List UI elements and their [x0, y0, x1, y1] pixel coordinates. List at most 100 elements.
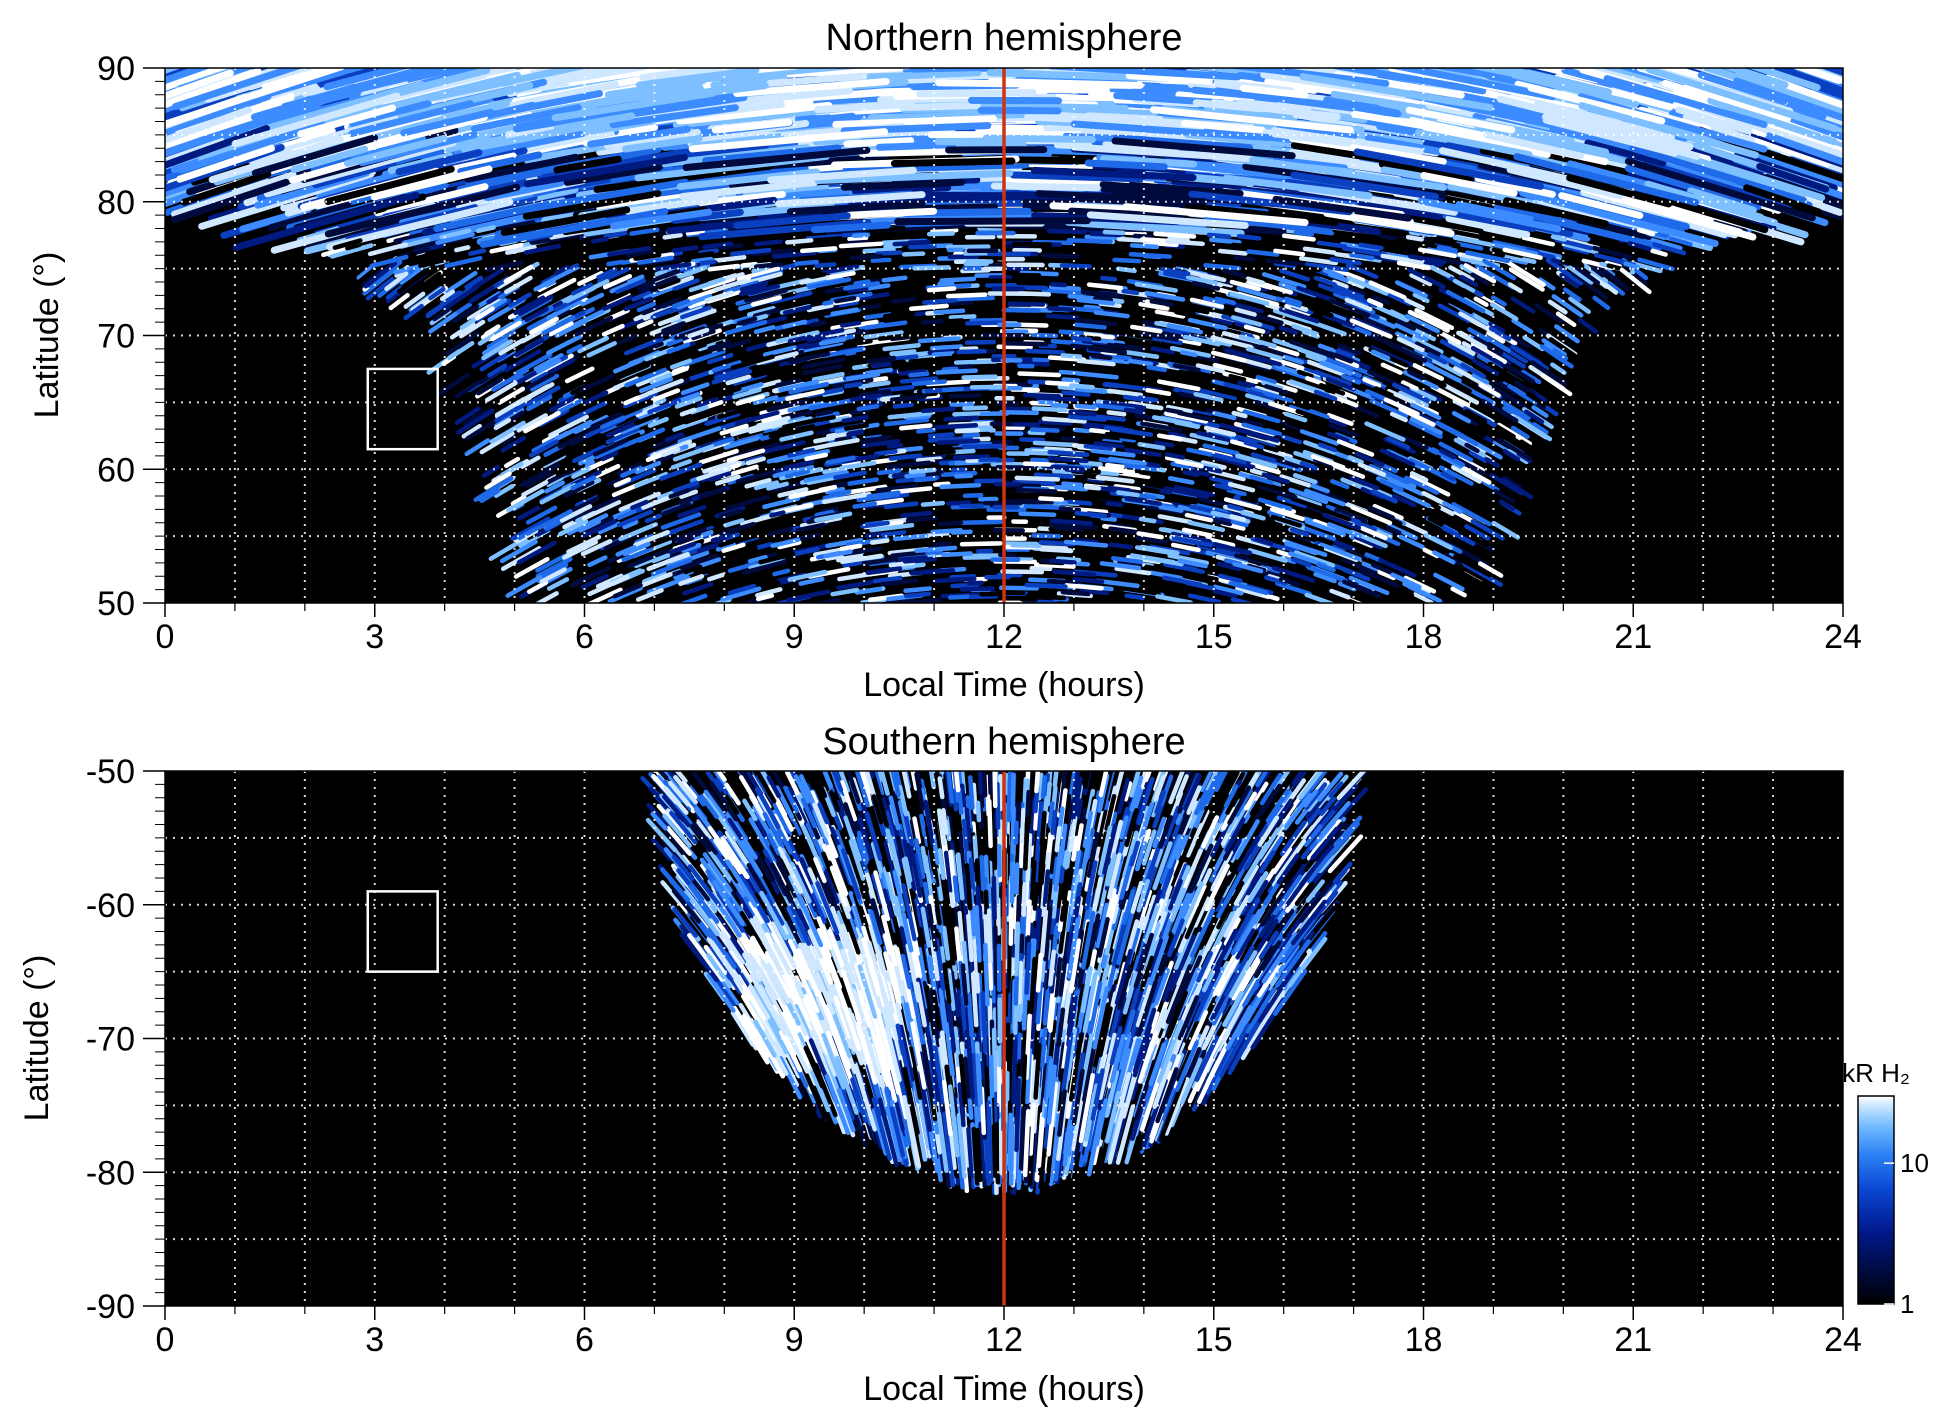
emission-streak — [1409, 416, 1443, 435]
emission-streak — [1408, 230, 1432, 238]
emission-streak — [939, 276, 977, 283]
emission-streak — [1164, 411, 1209, 424]
emission-streak — [1439, 331, 1462, 345]
emission-streak — [1486, 330, 1506, 344]
emission-streak — [374, 183, 489, 217]
emission-streak — [1009, 171, 1146, 183]
emission-streak — [1531, 405, 1549, 418]
emission-streak — [561, 539, 599, 560]
emission-streak — [1299, 428, 1340, 446]
emission-streak — [1502, 247, 1543, 260]
emission-streak — [883, 417, 930, 427]
emission-streak — [701, 276, 736, 291]
emission-streak — [1247, 548, 1288, 563]
emission-streak — [563, 163, 663, 186]
emission-streak — [1225, 68, 1390, 88]
emission-streak — [1152, 335, 1183, 346]
emission-streak — [1669, 236, 1693, 247]
emission-streak — [824, 486, 846, 495]
emission-streak — [1538, 277, 1556, 291]
emission-streak — [1060, 436, 1083, 443]
emission-streak — [1107, 456, 1148, 466]
emission-streak — [1385, 525, 1402, 536]
emission-streak — [180, 170, 272, 206]
emission-streak — [756, 415, 791, 428]
emission-streak — [707, 572, 725, 582]
emission-streak — [1269, 310, 1295, 322]
emission-streak — [522, 408, 550, 425]
emission-streak — [319, 68, 485, 116]
emission-streak — [843, 137, 915, 148]
emission-streak — [1451, 411, 1472, 424]
emission-streak — [1170, 542, 1201, 553]
emission-streak — [945, 500, 972, 506]
emission-streak — [403, 291, 426, 309]
emission-streak — [493, 417, 512, 431]
emission-streak — [1068, 409, 1086, 415]
emission-streak — [1289, 339, 1330, 357]
emission-streak — [555, 265, 590, 285]
emission-streak — [1498, 499, 1516, 511]
emission-streak — [1462, 379, 1482, 392]
emission-streak — [909, 568, 956, 576]
emission-streak — [1066, 237, 1113, 244]
emission-streak — [932, 541, 952, 548]
emission-streak — [1372, 294, 1391, 306]
emission-streak — [1302, 246, 1337, 255]
emission-streak — [1577, 317, 1599, 334]
emission-streak — [1643, 235, 1683, 251]
emission-streak — [479, 208, 669, 248]
emission-streak — [1278, 325, 1299, 335]
emission-streak — [547, 358, 575, 375]
emission-streak — [523, 410, 561, 434]
emission-streak — [988, 101, 1129, 112]
emission-streak — [1329, 256, 1362, 266]
emission-streak — [403, 303, 424, 321]
emission-streak — [623, 395, 640, 406]
emission-streak — [1284, 541, 1318, 556]
emission-streak — [1001, 307, 1041, 313]
emission-streak — [650, 557, 693, 577]
emission-streak — [1158, 527, 1192, 537]
emission-streak — [1083, 443, 1113, 451]
emission-streak — [809, 320, 827, 328]
emission-streak — [990, 182, 1101, 192]
emission-streak — [815, 411, 840, 420]
emission-streak — [1470, 345, 1504, 367]
emission-streak — [622, 134, 703, 153]
emission-streak — [1328, 423, 1359, 438]
emission-streak — [711, 436, 735, 448]
emission-streak — [650, 268, 681, 283]
emission-streak — [1455, 201, 1534, 223]
emission-streak — [428, 312, 458, 334]
emission-streak — [513, 295, 546, 316]
emission-streak — [753, 480, 780, 491]
emission-streak — [680, 382, 710, 396]
emission-streak — [1420, 172, 1518, 197]
emission-streak — [952, 454, 991, 460]
emission-streak — [755, 593, 775, 602]
emission-streak — [1329, 588, 1351, 600]
emission-streak — [176, 144, 275, 183]
emission-streak — [680, 251, 715, 260]
emission-streak — [1379, 343, 1418, 363]
emission-streak — [938, 520, 964, 527]
emission-streak — [618, 491, 661, 512]
emission-streak — [1030, 332, 1059, 339]
emission-streak — [1184, 512, 1214, 523]
emission-streak — [718, 521, 756, 536]
emission-streak — [1196, 966, 1225, 1022]
emission-streak — [1254, 385, 1280, 396]
emission-streak — [514, 382, 555, 407]
emission-streak — [1418, 284, 1461, 308]
emission-streak — [1230, 519, 1249, 528]
emission-streak — [753, 325, 776, 335]
emission-streak — [500, 206, 631, 236]
emission-streak — [1409, 399, 1439, 417]
emission-streak — [787, 351, 831, 365]
emission-streak — [1637, 257, 1675, 272]
emission-streak — [817, 1080, 838, 1125]
emission-streak — [548, 414, 589, 438]
emission-streak — [758, 551, 796, 565]
